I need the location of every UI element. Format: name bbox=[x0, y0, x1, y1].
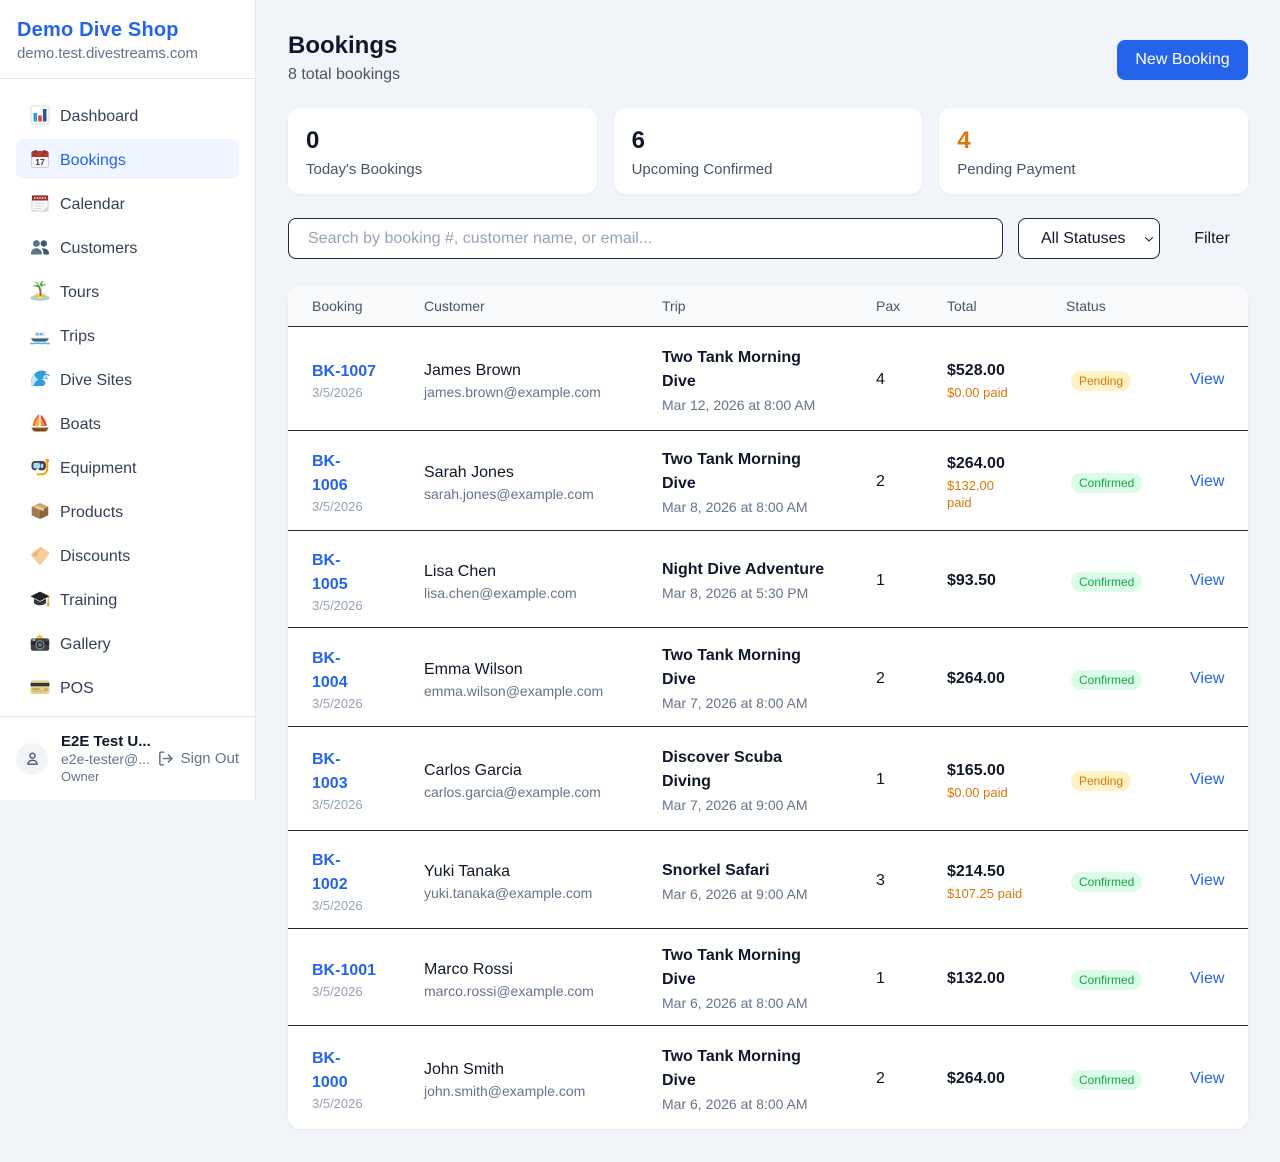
svg-text:17: 17 bbox=[35, 157, 45, 167]
